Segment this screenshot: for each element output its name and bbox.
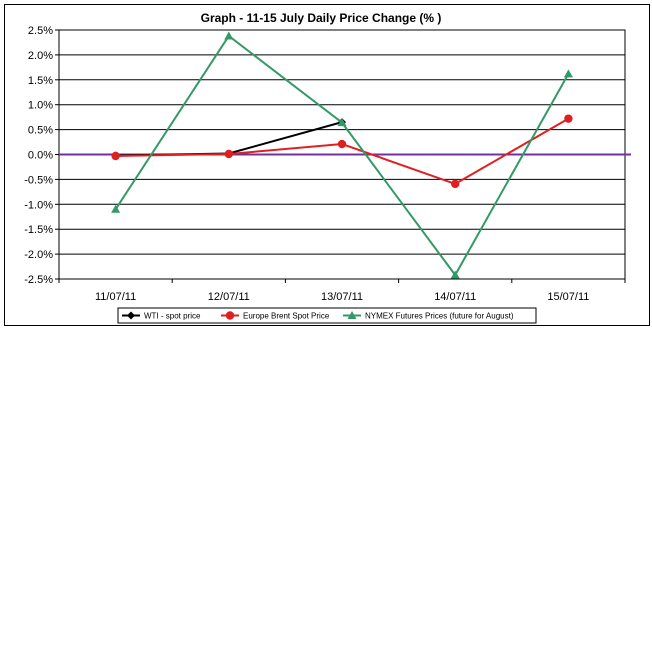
data-point: [337, 118, 347, 127]
y-tick-label: -2.0%: [24, 249, 53, 261]
data-point: [451, 179, 460, 189]
data-point: [224, 149, 233, 159]
y-tick-label: -2.5%: [24, 274, 53, 286]
y-tick-label: 1.0%: [28, 100, 53, 112]
data-point: [224, 31, 234, 40]
legend-box: [117, 307, 537, 324]
x-tick-label: 11/07/11: [95, 291, 136, 303]
y-tick-label: 2.0%: [28, 50, 53, 62]
x-tick-label: 15/07/11: [547, 291, 589, 303]
legend-marker: [225, 311, 235, 320]
chart-title: Graph - 11-15 July Daily Price Change (%…: [201, 11, 442, 25]
legend-label: Europe Brent Spot Price: [243, 312, 330, 321]
data-point: [563, 69, 573, 78]
line-chart: Graph - 11-15 July Daily Price Change (%…: [24, 11, 631, 324]
y-tick-label: -1.5%: [24, 224, 53, 236]
y-tick-label: 0.5%: [28, 125, 53, 137]
data-point: [564, 114, 573, 123]
x-tick-label: 12/07/11: [208, 291, 250, 303]
y-tick-label: -0.5%: [24, 174, 53, 186]
data-point: [450, 270, 460, 279]
data-point: [111, 204, 121, 213]
y-tick-label: 1.5%: [28, 75, 53, 87]
legend-label: NYMEX Futures Prices (future for August): [365, 312, 514, 321]
legend-marker: [127, 311, 135, 320]
y-tick-label: 2.5%: [28, 25, 53, 37]
data-point: [337, 139, 347, 149]
legend-marker: [347, 311, 357, 319]
y-tick-label: -1.0%: [24, 199, 53, 211]
data-point: [111, 151, 120, 161]
series-2: [111, 31, 573, 279]
y-tick-label: 0.0%: [28, 150, 53, 162]
series-1: [111, 114, 573, 189]
x-tick-label: 13/07/11: [321, 291, 363, 303]
chart-frame: Graph - 11-15 July Daily Price Change (%…: [4, 4, 650, 326]
series-line: [115, 117, 569, 185]
x-tick-label: 14/07/11: [434, 291, 476, 303]
legend-label: WTI - spot price: [144, 312, 201, 321]
